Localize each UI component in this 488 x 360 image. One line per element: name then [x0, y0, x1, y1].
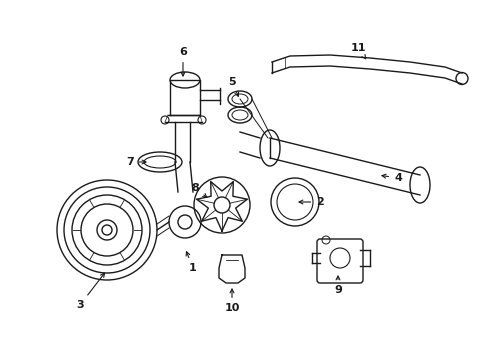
- Text: 4: 4: [381, 173, 401, 183]
- Text: 9: 9: [333, 276, 341, 295]
- Text: 11: 11: [349, 43, 365, 59]
- Text: 5: 5: [228, 77, 238, 96]
- Text: 3: 3: [76, 273, 104, 310]
- Text: 2: 2: [298, 197, 323, 207]
- Text: 10: 10: [224, 289, 239, 313]
- Text: 7: 7: [126, 157, 146, 167]
- Text: 6: 6: [179, 47, 186, 76]
- Text: 1: 1: [186, 252, 197, 273]
- Text: 8: 8: [191, 183, 206, 198]
